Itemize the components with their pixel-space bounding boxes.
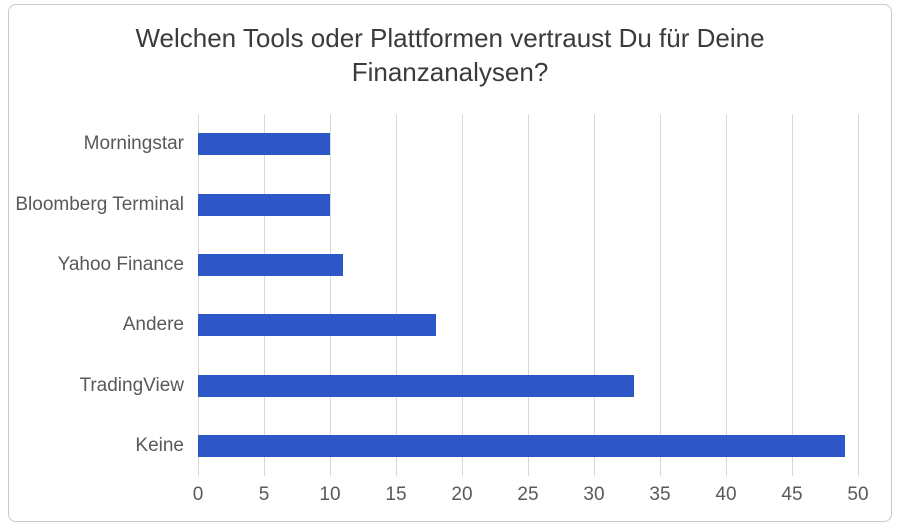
chart-title-text: Welchen Tools oder Plattformen vertraust…: [135, 23, 765, 87]
gridline-x-15: [395, 114, 397, 476]
gridline-x-25: [527, 114, 529, 476]
x-tick-label-10: 10: [319, 484, 341, 505]
x-tick-label-50: 50: [847, 484, 869, 505]
category-label-morningstar: Morningstar: [83, 133, 184, 155]
category-label-yahoo-finance: Yahoo Finance: [57, 253, 184, 275]
gridline-x-50: [857, 114, 859, 476]
x-tick-label-40: 40: [715, 484, 737, 505]
bar-tradingview: [198, 374, 634, 397]
category-label-andere: Andere: [122, 314, 184, 336]
plot-area: [197, 114, 859, 476]
bar-andere: [198, 314, 436, 337]
gridline-x-45: [791, 114, 793, 476]
x-tick-label-20: 20: [451, 484, 473, 505]
x-tick-label-5: 5: [258, 484, 270, 505]
gridline-x-0: [197, 114, 199, 476]
category-label-keine: Keine: [135, 434, 184, 456]
x-tick-label-30: 30: [583, 484, 605, 505]
x-tick-label-15: 15: [385, 484, 407, 505]
gridline-x-10: [329, 114, 331, 476]
x-tick-label-25: 25: [517, 484, 539, 505]
x-tick-label-35: 35: [649, 484, 671, 505]
gridline-x-30: [593, 114, 595, 476]
chart-title: Welchen Tools oder Plattformen vertraust…: [0, 21, 900, 89]
bar-morningstar: [198, 133, 330, 156]
category-label-tradingview: TradingView: [79, 374, 184, 396]
bar-keine: [198, 434, 845, 457]
bar-bloomberg-terminal: [198, 193, 330, 216]
gridline-x-5: [263, 114, 265, 476]
category-label-bloomberg-terminal: Bloomberg Terminal: [15, 193, 184, 215]
gridline-x-20: [461, 114, 463, 476]
gridline-x-40: [725, 114, 727, 476]
x-tick-label-0: 0: [192, 484, 204, 505]
x-tick-label-45: 45: [781, 484, 803, 505]
bar-yahoo-finance: [198, 253, 344, 276]
gridline-x-35: [659, 114, 661, 476]
